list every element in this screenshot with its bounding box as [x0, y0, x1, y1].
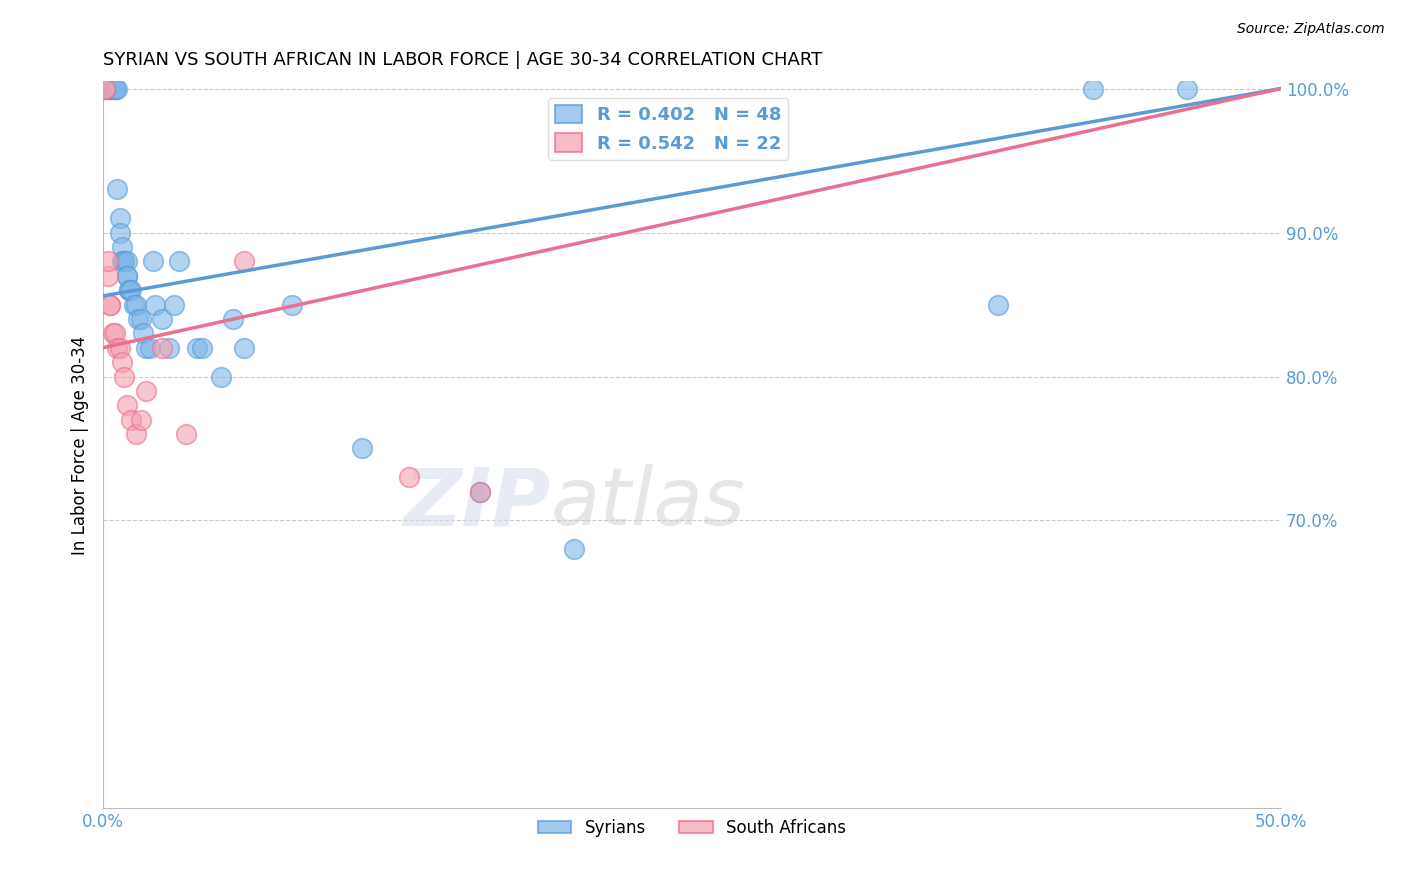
- Point: [97, 81, 120, 95]
- Point: [94, 81, 117, 95]
- Text: SYRIAN VS SOUTH AFRICAN IN LABOR FORCE | AGE 30-34 CORRELATION CHART: SYRIAN VS SOUTH AFRICAN IN LABOR FORCE |…: [103, 51, 823, 69]
- Point: [94, 81, 117, 95]
- Point: [115, 254, 138, 268]
- Point: [139, 341, 162, 355]
- Point: [233, 254, 256, 268]
- Point: [105, 182, 128, 196]
- Point: [108, 226, 131, 240]
- Point: [125, 427, 148, 442]
- Point: [468, 484, 491, 499]
- Point: [150, 312, 173, 326]
- Point: [167, 254, 190, 268]
- Point: [120, 283, 142, 297]
- Point: [191, 341, 214, 355]
- Point: [135, 341, 157, 355]
- Point: [352, 442, 374, 456]
- Point: [111, 355, 134, 369]
- Point: [97, 81, 120, 95]
- Point: [150, 341, 173, 355]
- Text: ZIP: ZIP: [404, 464, 551, 542]
- Text: Source: ZipAtlas.com: Source: ZipAtlas.com: [1237, 22, 1385, 37]
- Point: [98, 297, 121, 311]
- Text: atlas: atlas: [551, 464, 745, 542]
- Point: [142, 254, 165, 268]
- Point: [108, 341, 131, 355]
- Point: [115, 268, 138, 283]
- Point: [163, 297, 186, 311]
- Point: [111, 254, 134, 268]
- Point: [186, 341, 208, 355]
- Point: [115, 398, 138, 412]
- Point: [987, 297, 1010, 311]
- Point: [105, 81, 128, 95]
- Y-axis label: In Labor Force | Age 30-34: In Labor Force | Age 30-34: [72, 335, 89, 555]
- Point: [101, 326, 124, 341]
- Point: [233, 341, 256, 355]
- Point: [104, 81, 127, 95]
- Point: [104, 81, 127, 95]
- Point: [129, 312, 152, 326]
- Point: [118, 283, 141, 297]
- Point: [94, 81, 117, 95]
- Point: [98, 81, 121, 95]
- Point: [468, 484, 491, 499]
- Point: [135, 384, 157, 398]
- Point: [98, 81, 121, 95]
- Point: [398, 470, 420, 484]
- Legend: Syrians, South Africans: Syrians, South Africans: [531, 813, 852, 844]
- Point: [105, 341, 128, 355]
- Point: [97, 254, 120, 268]
- Point: [209, 369, 232, 384]
- Point: [112, 369, 135, 384]
- Point: [108, 211, 131, 226]
- Point: [157, 341, 180, 355]
- Point: [104, 81, 127, 95]
- Point: [104, 326, 127, 341]
- Point: [111, 240, 134, 254]
- Point: [112, 254, 135, 268]
- Point: [221, 312, 243, 326]
- Point: [132, 326, 155, 341]
- Point: [115, 268, 138, 283]
- Point: [127, 312, 149, 326]
- Point: [120, 413, 142, 427]
- Point: [118, 283, 141, 297]
- Point: [174, 427, 197, 442]
- Point: [112, 254, 135, 268]
- Point: [143, 297, 166, 311]
- Point: [280, 297, 302, 311]
- Point: [125, 297, 148, 311]
- Point: [129, 413, 152, 427]
- Point: [122, 297, 145, 311]
- Point: [98, 297, 121, 311]
- Point: [1081, 81, 1104, 95]
- Point: [1175, 81, 1198, 95]
- Point: [562, 542, 585, 557]
- Point: [101, 81, 124, 95]
- Point: [97, 268, 120, 283]
